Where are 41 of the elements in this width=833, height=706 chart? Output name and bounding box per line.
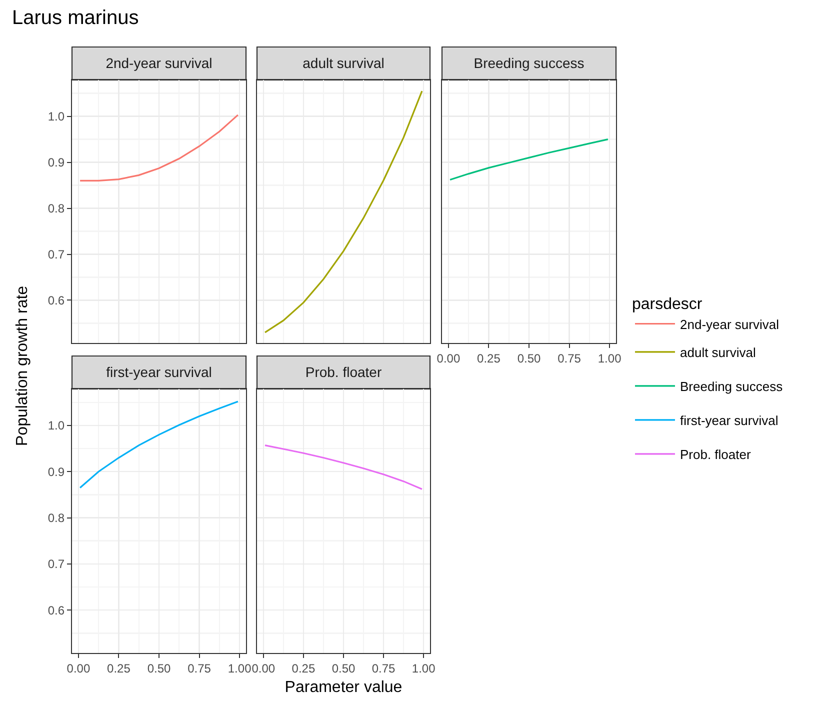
legend-title: parsdescr: [632, 296, 703, 313]
x-tick-label: 0.50: [517, 352, 541, 366]
line-series: [79, 114, 239, 182]
x-tick-label: 0.00: [436, 352, 460, 366]
line-series: [79, 400, 239, 489]
y-tick-label: 0.6: [48, 603, 65, 618]
x-tick-label: 0.50: [147, 662, 171, 676]
legend-label: 2nd-year survival: [680, 316, 780, 332]
x-tick-label: 0.25: [477, 352, 501, 366]
y-tick-label: 0.9: [48, 156, 65, 170]
chart-title: first-year survival: [106, 364, 212, 380]
legend-label: adult survival: [680, 345, 756, 360]
y-tick-label: 1.0: [48, 110, 65, 124]
x-tick-label: 1.00: [598, 352, 622, 366]
y-tick-label: 0.9: [48, 464, 65, 479]
x-tick-label: 0.00: [252, 662, 276, 676]
x-tick-label: 0.25: [292, 662, 316, 676]
y-tick-label: 1.0: [48, 418, 65, 433]
x-tick-label: 1.00: [412, 662, 436, 676]
y-tick-label: 0.6: [48, 293, 65, 308]
y-tick-label: 0.8: [48, 510, 65, 525]
legend-label: Prob. floater: [680, 447, 752, 462]
text: Larus marinus: [12, 7, 139, 29]
y-tick-label: 0.8: [48, 201, 65, 216]
y-axis-title: Population growth rate: [14, 286, 31, 446]
x-tick-label: 1.00: [228, 662, 252, 676]
x-tick-label: 0.75: [558, 352, 582, 366]
chart-title: adult survival: [302, 54, 384, 71]
x-tick-label: 0.75: [372, 662, 396, 676]
legend-label: first-year survival: [680, 413, 778, 428]
x-tick-label: 0.75: [188, 662, 212, 676]
chart-title: Breeding success: [474, 54, 584, 71]
legend-label: Breeding success: [680, 379, 784, 394]
x-axis-title: Parameter value: [284, 679, 402, 696]
x-tick-label: 0.00: [66, 662, 90, 676]
chart-title: Prob. floater: [305, 364, 382, 380]
x-tick-label: 0.50: [332, 662, 356, 676]
x-tick-label: 0.25: [107, 662, 131, 676]
y-tick-label: 0.7: [48, 247, 65, 262]
y-tick-label: 0.7: [48, 557, 65, 572]
chart-title: 2nd-year survival: [106, 54, 212, 71]
